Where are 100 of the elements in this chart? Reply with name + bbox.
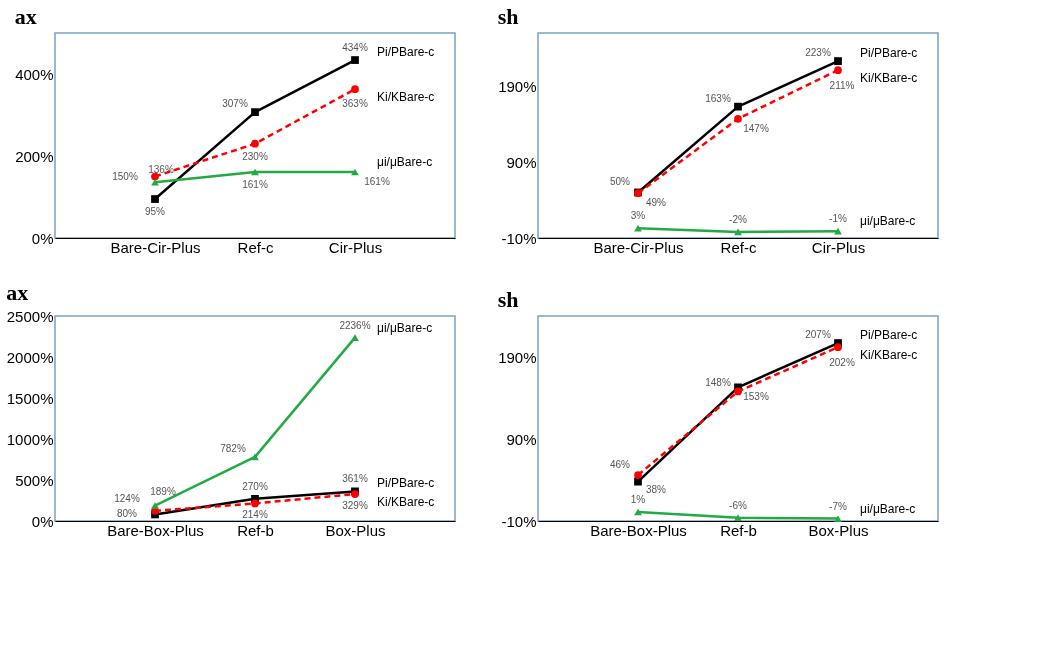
point <box>834 57 842 65</box>
point <box>351 168 359 176</box>
data-label: 50% <box>609 176 631 188</box>
x-tick-label: Bare-Box-Plus <box>107 521 204 539</box>
point <box>251 168 259 176</box>
point <box>734 102 742 111</box>
data-label: 434% <box>342 42 368 54</box>
point <box>734 114 742 123</box>
series-label: μi/μBare-c <box>860 501 916 516</box>
y-tick-label: 90% <box>506 153 537 171</box>
data-label: 270% <box>242 480 268 492</box>
y-tick-label: 190% <box>498 348 537 366</box>
series-label: Pi/PBare-c <box>860 46 918 61</box>
data-label: 2236% <box>339 319 371 331</box>
x-tick-label: Ref-c <box>720 238 757 256</box>
data-label: 153% <box>743 391 769 403</box>
data-label: 161% <box>364 175 390 187</box>
y-tick-label: 0% <box>31 229 54 247</box>
point <box>834 227 842 235</box>
point <box>151 502 159 509</box>
x-tick-label: Cir-Plus <box>811 238 866 256</box>
y-tick-label: 1500% <box>6 389 54 407</box>
x-tick-label: Bare-Cir-Plus <box>110 238 201 256</box>
x-tick-label: Box-Plus <box>808 521 869 539</box>
data-label: 38% <box>645 483 667 495</box>
data-label: -1% <box>829 213 847 225</box>
y-tick-label: 0% <box>31 512 54 530</box>
series-label: Ki/KBare-c <box>377 495 435 510</box>
series-label: Ki/KBare-c <box>860 71 918 86</box>
x-tick-label: Ref-b <box>237 521 274 539</box>
data-label: -7% <box>829 500 847 512</box>
point <box>834 515 842 522</box>
data-label: 214% <box>242 509 268 521</box>
point <box>834 66 842 75</box>
chart-title: sh <box>497 4 519 29</box>
data-label: 361% <box>342 473 368 485</box>
data-label: 782% <box>220 442 246 454</box>
chart-title: sh <box>497 287 519 312</box>
point <box>151 195 159 203</box>
data-label: 147% <box>743 122 769 134</box>
y-tick-label: -10% <box>501 229 537 247</box>
chart-title: ax <box>6 280 29 305</box>
data-label: 163% <box>705 92 731 104</box>
y-tick-label: 2000% <box>6 348 54 366</box>
series-label: μi/μBare-c <box>860 214 916 229</box>
point <box>634 471 642 479</box>
series-label: Pi/PBare-c <box>377 45 435 60</box>
point <box>734 228 742 236</box>
data-label: 329% <box>342 500 368 512</box>
data-label: 1% <box>630 493 646 505</box>
point <box>634 477 642 486</box>
x-tick-label: Box-Plus <box>325 521 386 539</box>
x-tick-label: Ref-b <box>720 521 757 539</box>
y-tick-label: 400% <box>15 65 54 83</box>
data-label: 211% <box>829 80 855 92</box>
data-label: 95% <box>144 206 166 218</box>
data-label: 223% <box>805 47 831 59</box>
series-label: μi/μBare-c <box>377 320 433 335</box>
x-tick-label: Cir-Plus <box>328 238 383 256</box>
data-label: 80% <box>116 508 138 520</box>
point <box>251 453 259 461</box>
point <box>151 178 159 186</box>
x-tick-label: Bare-Box-Plus <box>590 521 687 539</box>
data-label: 202% <box>829 357 855 369</box>
data-label: 124% <box>114 492 140 504</box>
x-tick-label: Bare-Cir-Plus <box>593 238 684 256</box>
y-tick-label: 90% <box>506 430 537 448</box>
series-label: μi/μBare-c <box>377 154 433 169</box>
data-label: 363% <box>342 98 368 110</box>
series-label: Ki/KBare-c <box>860 348 918 363</box>
series-label: Pi/PBare-c <box>860 328 918 343</box>
data-label: 230% <box>242 150 268 162</box>
data-label: 136% <box>148 164 174 176</box>
y-tick-label: 2500% <box>6 307 54 325</box>
point <box>634 508 642 516</box>
series-label: Ki/KBare-c <box>377 90 435 105</box>
data-label: 189% <box>150 485 176 497</box>
y-tick-label: 200% <box>15 147 54 165</box>
data-label: 161% <box>242 178 268 190</box>
series-label: Pi/PBare-c <box>377 476 435 491</box>
y-tick-label: 500% <box>15 471 54 489</box>
point <box>351 85 359 94</box>
data-label: -2% <box>729 213 747 225</box>
point <box>734 514 742 522</box>
data-label: 307% <box>222 98 248 110</box>
data-label: -6% <box>729 499 747 511</box>
point <box>251 499 259 508</box>
data-label: 3% <box>630 210 646 222</box>
data-label: 46% <box>609 459 631 471</box>
x-tick-label: Ref-c <box>237 238 274 256</box>
point <box>834 343 842 352</box>
point <box>351 56 359 64</box>
data-label: 49% <box>645 197 667 209</box>
data-label: 207% <box>805 329 831 341</box>
point <box>251 139 259 148</box>
point <box>734 387 742 396</box>
data-label: 150% <box>112 170 138 182</box>
point <box>351 334 359 341</box>
y-tick-label: 1000% <box>6 430 54 448</box>
y-tick-label: -10% <box>501 512 537 530</box>
